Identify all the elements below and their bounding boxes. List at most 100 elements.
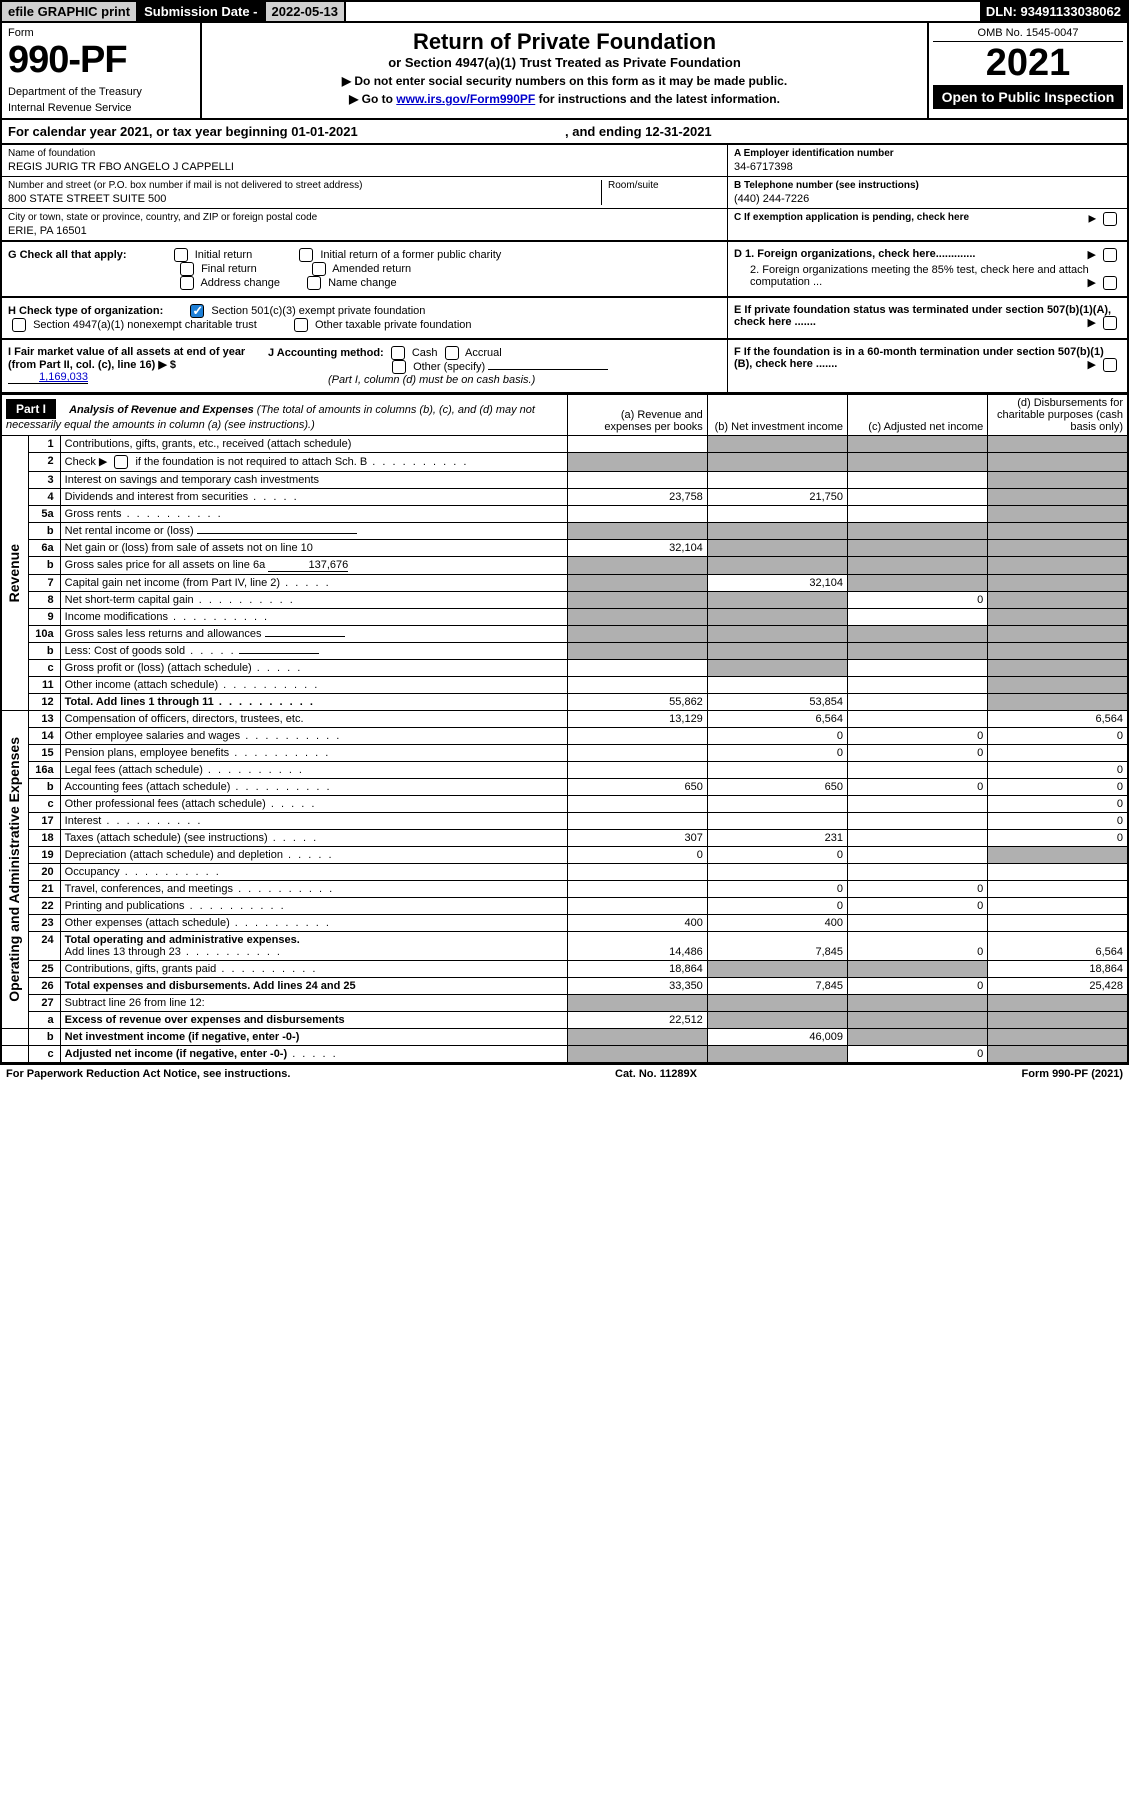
dept-treasury: Department of the Treasury — [8, 86, 194, 98]
h-check-row: H Check type of organization: Section 50… — [0, 298, 1129, 340]
name-change-checkbox[interactable] — [307, 276, 321, 290]
d2-checkbox[interactable] — [1103, 276, 1117, 290]
expenses-side-label: Operating and Administrative Expenses — [6, 737, 22, 1002]
line-10b: Less: Cost of goods sold — [60, 643, 567, 660]
efile-label[interactable]: efile GRAPHIC print — [2, 2, 138, 21]
line-7: Capital gain net income (from Part IV, l… — [60, 575, 567, 592]
tax-year: 2021 — [933, 42, 1123, 85]
line-21: Travel, conferences, and meetings — [60, 881, 567, 898]
line-4: Dividends and interest from securities — [60, 489, 567, 506]
other-taxable-checkbox[interactable] — [294, 318, 308, 332]
i-label: I Fair market value of all assets at end… — [8, 346, 245, 371]
j-note: (Part I, column (d) must be on cash basi… — [328, 374, 535, 386]
line-18: Taxes (attach schedule) (see instruction… — [60, 830, 567, 847]
line-16b: Accounting fees (attach schedule) — [60, 779, 567, 796]
line-9: Income modifications — [60, 609, 567, 626]
line-27a: Excess of revenue over expenses and disb… — [60, 1012, 567, 1029]
revenue-side-label: Revenue — [6, 544, 22, 602]
phone-value: (440) 244-7226 — [734, 193, 1121, 205]
line-23: Other expenses (attach schedule) — [60, 915, 567, 932]
line-20: Occupancy — [60, 864, 567, 881]
top-bar: efile GRAPHIC print Submission Date - 20… — [0, 0, 1129, 23]
line-6b: Gross sales price for all assets on line… — [60, 557, 567, 575]
other-method-checkbox[interactable] — [392, 360, 406, 374]
part1-title: Analysis of Revenue and Expenses — [69, 404, 254, 416]
line-27b: Net investment income (if negative, ente… — [60, 1029, 567, 1046]
ij-row: I Fair market value of all assets at end… — [0, 340, 1129, 394]
part1-label: Part I — [6, 399, 56, 419]
col-c-header: (c) Adjusted net income — [848, 395, 988, 436]
submission-label: Submission Date - — [138, 2, 265, 21]
address-change-checkbox[interactable] — [180, 276, 194, 290]
exemption-label: C If exemption application is pending, c… — [734, 212, 969, 223]
501c3-checkbox[interactable] — [190, 304, 204, 318]
submission-date: 2022-05-13 — [266, 2, 347, 21]
phone-label: B Telephone number (see instructions) — [734, 180, 1121, 191]
line-25: Contributions, gifts, grants paid — [60, 961, 567, 978]
line-10c: Gross profit or (loss) (attach schedule) — [60, 660, 567, 677]
f-checkbox[interactable] — [1103, 358, 1117, 372]
line-12: Total. Add lines 1 through 11 — [60, 694, 567, 711]
note-ssn: ▶ Do not enter social security numbers o… — [208, 74, 921, 88]
form-header: Form 990-PF Department of the Treasury I… — [0, 23, 1129, 120]
calendar-year-row: For calendar year 2021, or tax year begi… — [0, 120, 1129, 145]
line-15: Pension plans, employee benefits — [60, 745, 567, 762]
info-block: Name of foundation REGIS JURIG TR FBO AN… — [0, 145, 1129, 242]
street-address: 800 STATE STREET SUITE 500 — [8, 193, 601, 205]
line-11: Other income (attach schedule) — [60, 677, 567, 694]
foundation-name: REGIS JURIG TR FBO ANGELO J CAPPELLI — [8, 161, 721, 173]
line-22: Printing and publications — [60, 898, 567, 915]
g-label: G Check all that apply: — [8, 249, 127, 261]
final-return-checkbox[interactable] — [180, 262, 194, 276]
j-label: J Accounting method: — [268, 347, 384, 359]
line-26: Total expenses and disbursements. Add li… — [60, 978, 567, 995]
f-label: F If the foundation is in a 60-month ter… — [734, 346, 1104, 370]
dln: DLN: 93491133038062 — [980, 2, 1127, 21]
form-label: Form — [8, 27, 194, 39]
form-footer: Form 990-PF (2021) — [1022, 1068, 1124, 1080]
exemption-checkbox[interactable] — [1103, 212, 1117, 226]
line-27: Subtract line 26 from line 12: — [60, 995, 567, 1012]
open-inspection: Open to Public Inspection — [933, 85, 1123, 109]
line-24: Total operating and administrative expen… — [60, 932, 567, 961]
g-check-row: G Check all that apply: Initial return I… — [0, 242, 1129, 298]
name-label: Name of foundation — [8, 148, 721, 159]
4947a1-checkbox[interactable] — [12, 318, 26, 332]
line-13: Compensation of officers, directors, tru… — [60, 711, 567, 728]
amended-return-checkbox[interactable] — [312, 262, 326, 276]
schb-checkbox[interactable] — [114, 455, 128, 469]
line-6a: Net gain or (loss) from sale of assets n… — [60, 540, 567, 557]
line-16a: Legal fees (attach schedule) — [60, 762, 567, 779]
line-3: Interest on savings and temporary cash i… — [60, 472, 567, 489]
line-14: Other employee salaries and wages — [60, 728, 567, 745]
col-d-header: (d) Disbursements for charitable purpose… — [988, 395, 1128, 436]
line-27c: Adjusted net income (if negative, enter … — [60, 1046, 567, 1064]
e-label: E If private foundation status was termi… — [734, 304, 1111, 328]
note-link: ▶ Go to www.irs.gov/Form990PF for instru… — [208, 92, 921, 106]
line-16c: Other professional fees (attach schedule… — [60, 796, 567, 813]
e-checkbox[interactable] — [1103, 316, 1117, 330]
ein-label: A Employer identification number — [734, 148, 1121, 159]
initial-former-checkbox[interactable] — [299, 248, 313, 262]
line-10a: Gross sales less returns and allowances — [60, 626, 567, 643]
accrual-checkbox[interactable] — [445, 346, 459, 360]
initial-return-checkbox[interactable] — [174, 248, 188, 262]
footer: For Paperwork Reduction Act Notice, see … — [0, 1064, 1129, 1083]
cash-checkbox[interactable] — [391, 346, 405, 360]
ein-value: 34-6717398 — [734, 161, 1121, 173]
line-8: Net short-term capital gain — [60, 592, 567, 609]
fmv-value[interactable]: 1,169,033 — [8, 371, 88, 384]
line-1: Contributions, gifts, grants, etc., rece… — [60, 436, 567, 453]
cat-no: Cat. No. 11289X — [615, 1068, 697, 1080]
h-label: H Check type of organization: — [8, 305, 163, 317]
line-5a: Gross rents — [60, 506, 567, 523]
d1-checkbox[interactable] — [1103, 248, 1117, 262]
room-label: Room/suite — [608, 180, 721, 191]
irs-link[interactable]: www.irs.gov/Form990PF — [396, 92, 535, 106]
d2-label: 2. Foreign organizations meeting the 85%… — [750, 264, 1089, 288]
dept-irs: Internal Revenue Service — [8, 102, 194, 114]
line-2: Check ▶ if the foundation is not require… — [60, 453, 567, 472]
form-number: 990-PF — [8, 39, 194, 82]
city-state-zip: ERIE, PA 16501 — [8, 225, 721, 237]
city-label: City or town, state or province, country… — [8, 212, 721, 223]
